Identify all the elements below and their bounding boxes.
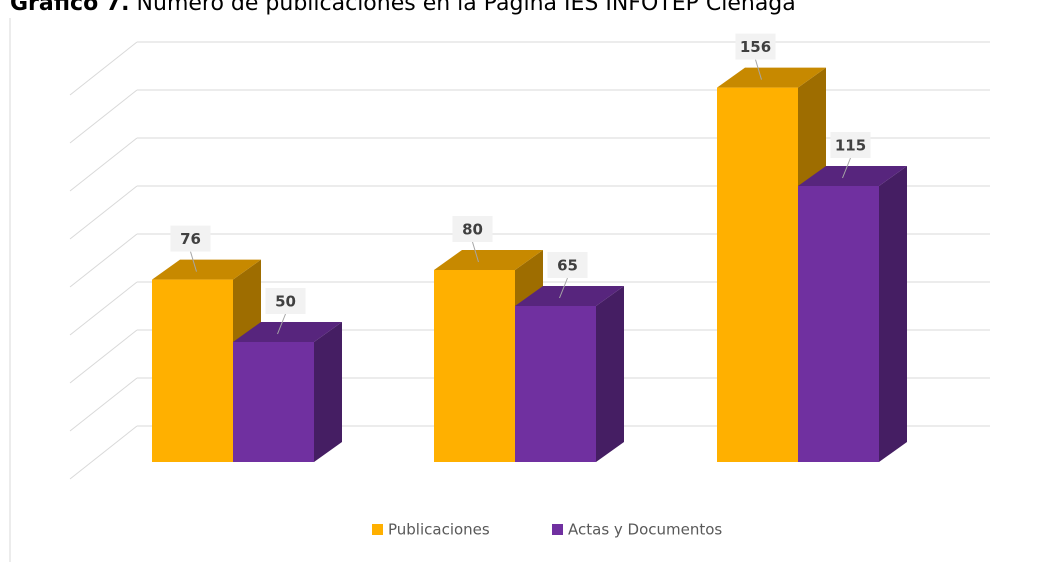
data-label-box [830,132,871,158]
bar-top [434,250,543,270]
data-label: 80 [462,221,483,239]
data-label: 65 [557,257,578,275]
data-label: 76 [180,230,201,248]
bar-front [434,270,515,462]
grid-line-side [69,281,138,336]
grid-line-side [69,329,138,384]
data-label-box [547,252,588,278]
title-text: Número de publicaciones en la Página IES… [137,0,796,16]
data-label-box [452,216,493,242]
grid-line-side [69,377,138,432]
legend-label: Publicaciones [388,521,490,539]
data-label: 156 [740,38,771,56]
data-label-box [265,288,306,314]
leader-line [190,251,197,272]
leader-line [472,241,479,263]
leader-line [277,313,286,335]
bar [798,166,907,462]
legend-swatch [372,524,383,535]
grid-line-side [69,137,138,192]
legend-swatch [552,524,563,535]
bar-side [596,286,624,462]
grid-line-side [69,425,138,480]
bar-top [798,166,907,186]
bar-front [152,279,233,462]
bar-side [314,322,342,462]
chart-title: Gráfico 7. Número de publicaciones en la… [10,0,796,16]
bar-front [233,342,314,462]
title-number: Gráfico 7. [10,0,130,16]
data-label: 50 [275,293,296,311]
bar-front [515,306,596,462]
bar-top [152,259,261,280]
leader-line [755,59,762,80]
leader-line [559,277,568,299]
bar [233,322,342,462]
bar-top [515,286,624,306]
legend-label: Actas y Documentos [568,521,722,539]
data-label: 115 [835,137,866,155]
bar-top [233,322,342,342]
data-label-box [735,33,776,60]
leader-line [842,157,851,179]
data-label-box [170,225,211,252]
grid-line-side [69,233,138,288]
grid-line-side [69,89,138,144]
bar [515,286,624,462]
bar-front [717,87,798,462]
bar-top [717,67,826,88]
bar-side [879,166,907,462]
grid-line-side [69,41,138,96]
grid-line-side [69,185,138,240]
bar-front [798,186,879,462]
